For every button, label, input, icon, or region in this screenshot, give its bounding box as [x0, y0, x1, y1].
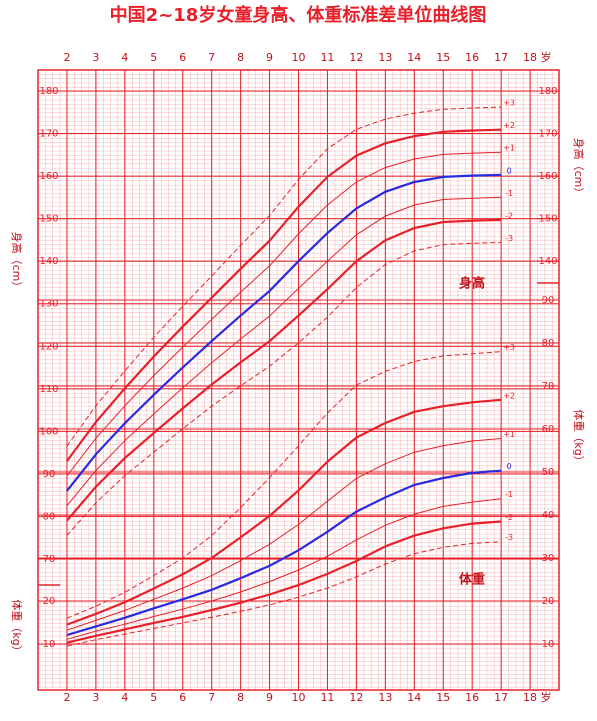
line [66, 241, 502, 536]
y-tick-label: 180 [39, 86, 58, 97]
y-tick-label: 100 [39, 426, 58, 437]
line [66, 351, 502, 619]
x-tick-label: 5 [150, 51, 157, 64]
x-tick-label: 18 [523, 51, 537, 64]
line [66, 151, 502, 477]
x-tick-label: 4 [121, 51, 128, 64]
series-label: 0 [507, 462, 512, 471]
x-tick-label: 3 [92, 691, 99, 704]
x-unit: 岁 [541, 50, 552, 64]
plot-frame [37, 69, 560, 691]
series-label: -2 [505, 211, 513, 220]
line [66, 173, 502, 492]
x-tick-label: 3 [92, 51, 99, 64]
series-label: +3 [503, 99, 515, 108]
series-label: -1 [505, 490, 513, 499]
y-tick-label: 170 [39, 129, 58, 140]
series-label: -2 [505, 513, 513, 522]
series-label: +2 [503, 391, 515, 400]
x-tick-label: 13 [378, 51, 392, 64]
y-tick-label: 160 [538, 171, 557, 182]
x-tick-label: 7 [208, 51, 215, 64]
x-tick-label: 5 [150, 691, 157, 704]
y-tick-label: 140 [538, 256, 557, 267]
series-label: +1 [503, 144, 515, 153]
y-tick-label: 60 [542, 424, 555, 435]
line [66, 541, 502, 647]
line [66, 520, 502, 644]
x-tick-label: 10 [292, 51, 306, 64]
y-tick-label: 70 [43, 554, 56, 565]
series-label: +3 [503, 343, 515, 352]
series-label: -3 [505, 234, 513, 243]
y-axis-label: 身高（cm） [10, 232, 24, 293]
x-tick-label: 2 [63, 51, 70, 64]
x-tick-label: 17 [494, 691, 508, 704]
y-tick-label: 160 [39, 171, 58, 182]
y-tick-label: 140 [39, 256, 58, 267]
y2-axis-label: 体重（kg） [10, 599, 24, 656]
x-tick-label: 6 [179, 691, 186, 704]
x-tick-label: 11 [320, 691, 334, 704]
y-tick-label: 50 [542, 467, 555, 478]
line [66, 398, 502, 626]
y-tick-label: 70 [542, 381, 555, 392]
x-tick-label: 8 [237, 51, 244, 64]
y-tick-label: 30 [542, 553, 555, 564]
y-tick-label: 20 [542, 596, 555, 607]
y-tick-label: 40 [542, 510, 555, 521]
line [66, 106, 502, 447]
line [66, 498, 502, 640]
x-tick-label: 16 [465, 691, 479, 704]
line [66, 218, 502, 522]
line [66, 196, 502, 507]
y-tick-label: 80 [542, 338, 555, 349]
x-tick-label: 15 [436, 51, 450, 64]
series-label: -3 [505, 533, 513, 542]
y-tick-label: 130 [39, 299, 58, 310]
x-tick-label: 18 [523, 691, 537, 704]
x-tick-label: 13 [378, 691, 392, 704]
x-tick-label: 15 [436, 691, 450, 704]
y-tick-label: 110 [39, 384, 58, 395]
x-tick-label: 9 [266, 51, 273, 64]
y-tick-label: 10 [542, 639, 555, 650]
y-tick-label: 20 [43, 596, 56, 607]
x-tick-label: 9 [266, 691, 273, 704]
y-tick-label: 90 [542, 295, 555, 306]
x-tick-label: 11 [320, 51, 334, 64]
y2-axis-label: 体重（kg） [572, 409, 586, 466]
x-tick-label: 12 [349, 51, 363, 64]
y-tick-label: 150 [538, 214, 557, 225]
line [66, 128, 502, 462]
y-tick-label: 120 [39, 341, 58, 352]
series-label: +1 [503, 430, 515, 439]
x-tick-label: 2 [63, 691, 70, 704]
x-tick-label: 14 [407, 51, 421, 64]
line [66, 469, 502, 637]
y-tick-label: 180 [538, 86, 557, 97]
x-tick-label: 14 [407, 691, 421, 704]
y-tick-label: 150 [39, 214, 58, 225]
y-axis-label: 身高（cm） [572, 138, 586, 199]
x-tick-label: 16 [465, 51, 479, 64]
x-tick-label: 4 [121, 691, 128, 704]
y-tick-label: 80 [43, 511, 56, 522]
line [66, 438, 502, 631]
y-tick-label: 170 [538, 129, 557, 140]
x-tick-label: 10 [292, 691, 306, 704]
x-tick-label: 6 [179, 51, 186, 64]
x-tick-label: 12 [349, 691, 363, 704]
x-tick-label: 8 [237, 691, 244, 704]
chart-title: 中国2~18岁女童身高、体重标准差单位曲线图 [110, 4, 487, 26]
series-label: -1 [505, 189, 513, 198]
series-label: 0 [507, 166, 512, 175]
series-label: +2 [503, 121, 515, 130]
y-tick-label: 10 [43, 639, 56, 650]
x-tick-label: 7 [208, 691, 215, 704]
x-unit: 岁 [541, 690, 552, 704]
x-tick-label: 17 [494, 51, 508, 64]
y-tick-label: 90 [43, 469, 56, 480]
